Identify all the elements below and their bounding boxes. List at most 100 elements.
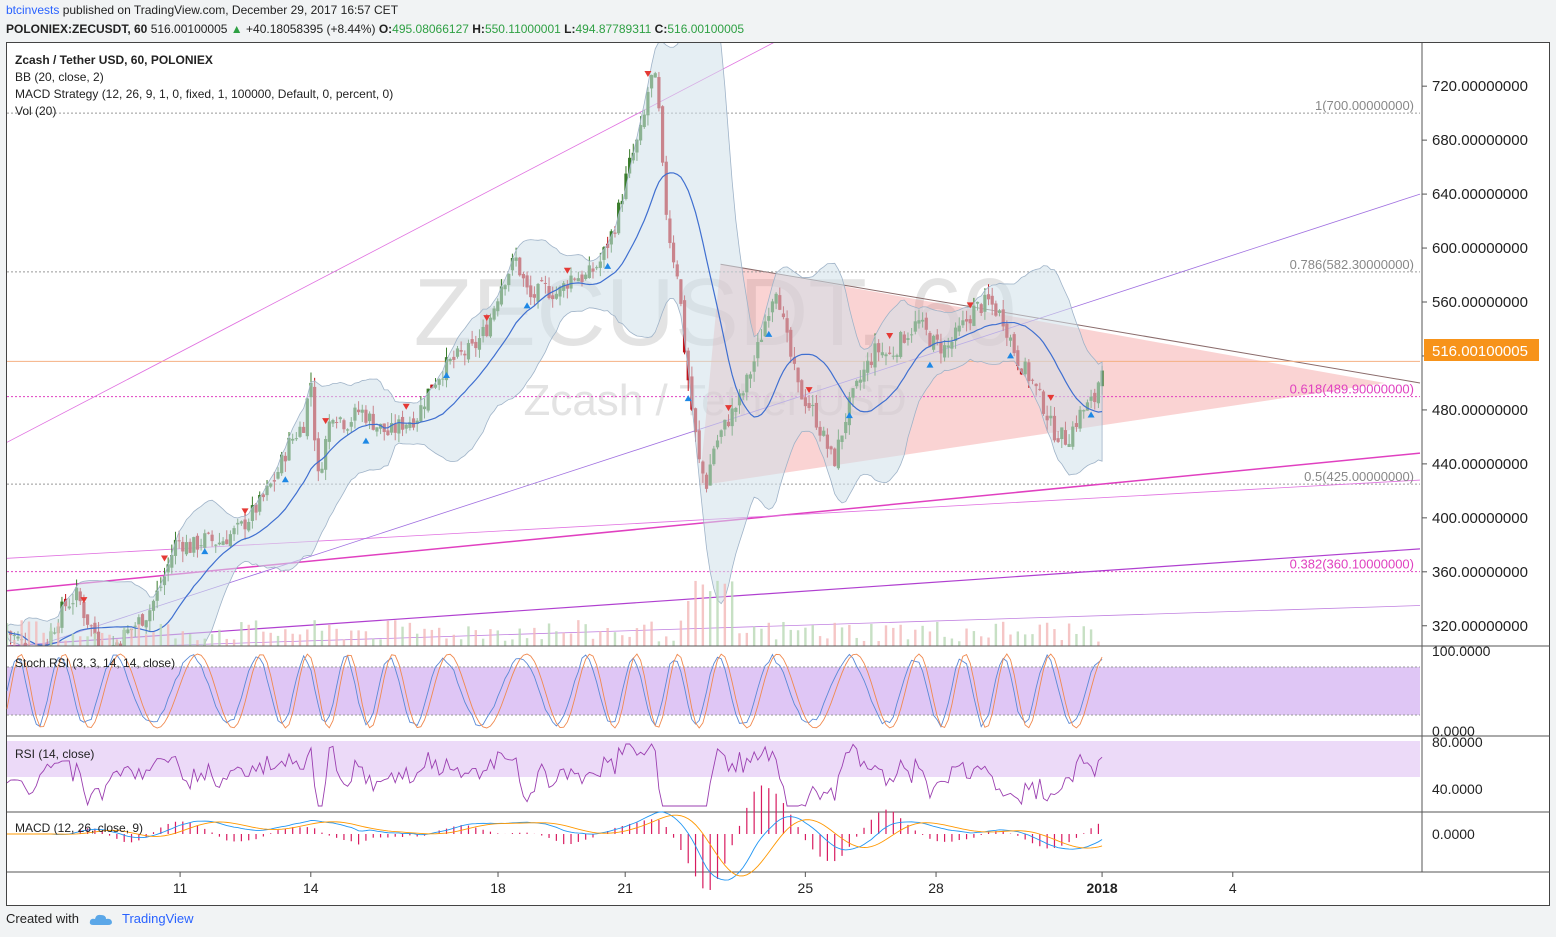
volume-bar	[357, 630, 360, 646]
volume-bar	[606, 628, 609, 646]
volume-bar	[665, 636, 668, 646]
volume-bar	[225, 638, 228, 646]
close-value: 516.00100005	[667, 22, 745, 36]
volume-bar	[101, 632, 104, 646]
publish-header: btcinvests published on TradingView.com,…	[6, 3, 398, 17]
buy-arrow-icon	[604, 262, 612, 269]
volume-bar	[181, 631, 184, 646]
volume-bar	[269, 632, 272, 646]
volume-bar	[943, 636, 946, 646]
volume-bar	[1075, 633, 1078, 646]
volume-bar	[972, 631, 976, 646]
macd-line	[7, 811, 1103, 881]
volume-bar	[899, 624, 902, 646]
volume-bar	[328, 625, 331, 646]
volume-bar	[965, 628, 968, 646]
bollinger-band	[7, 43, 1103, 646]
author-link[interactable]: btcinvests	[6, 3, 60, 17]
time-tick-label: 11	[173, 880, 188, 896]
candle-body	[430, 384, 434, 389]
volume-bar	[738, 633, 741, 646]
volume-bar	[262, 631, 265, 646]
volume-bar	[1089, 629, 1093, 646]
volume-bar	[335, 628, 338, 646]
main-pane	[7, 43, 1421, 655]
volume-bar	[203, 638, 206, 646]
volume-bar	[93, 632, 97, 646]
volume-bar	[254, 620, 258, 646]
volume-bar	[914, 629, 917, 646]
volume-bar	[555, 631, 558, 646]
volume-bar	[122, 627, 126, 646]
created-with-label: Created with	[6, 911, 79, 926]
volume-bar	[818, 636, 822, 646]
sell-arrow-icon	[1047, 394, 1055, 401]
close-label: C:	[654, 22, 668, 36]
volume-bar	[950, 638, 954, 646]
symbol-info-line: POLONIEX:ZECUSDT, 60 516.00100005 ▲ +40.…	[6, 22, 744, 36]
volume-bar	[196, 640, 199, 646]
volume-bar	[980, 636, 983, 646]
time-tick-label: 18	[490, 880, 506, 896]
time-tick-label: 4	[1229, 880, 1237, 896]
volume-bar	[166, 624, 170, 646]
trendline	[1378, 645, 1420, 646]
high-label: H:	[472, 22, 485, 36]
legend-macd-strategy: MACD Strategy (12, 26, 9, 1, 0, fixed, 1…	[15, 87, 393, 101]
fib-level-label: 0.382(360.10000000)	[1290, 557, 1414, 572]
volume-bar	[1031, 634, 1034, 646]
high-value: 550.11000001	[484, 22, 561, 36]
price-tick-label: 320.00000000	[1432, 618, 1528, 635]
volume-bar	[42, 632, 45, 646]
volume-bar	[840, 627, 844, 646]
fib-level-label: 0.786(582.30000000)	[1290, 257, 1414, 272]
volume-bar	[694, 580, 697, 646]
volume-bar	[503, 640, 507, 646]
price-change: +40.18058395 (+8.44%)	[246, 22, 376, 36]
stoch-rsi-pane	[6, 653, 1420, 729]
volume-bar	[547, 623, 551, 646]
sell-arrow-icon	[563, 267, 571, 274]
price-tick-label: 440.00000000	[1432, 456, 1528, 473]
tradingview-brand-link[interactable]: TradingView	[122, 911, 194, 926]
volume-bar	[108, 634, 111, 646]
volume-bar	[811, 625, 814, 646]
buy-arrow-icon	[201, 548, 209, 555]
sell-arrow-icon	[160, 555, 168, 562]
volume-bar	[782, 621, 785, 646]
volume-bar	[452, 634, 456, 646]
volume-bar	[767, 622, 770, 646]
volume-bar	[562, 632, 565, 646]
volume-bar	[298, 634, 302, 646]
volume-bar	[518, 628, 521, 646]
buy-arrow-icon	[523, 302, 531, 309]
volume-bar	[848, 624, 851, 646]
buy-arrow-icon	[926, 361, 934, 368]
volume-bar	[635, 628, 639, 646]
volume-bar	[687, 600, 690, 646]
sell-arrow-icon	[725, 405, 733, 412]
volume-bar	[86, 636, 89, 646]
volume-bar	[577, 620, 580, 646]
volume-bar	[232, 639, 236, 646]
volume-bar	[643, 624, 646, 646]
volume-bar	[1001, 621, 1005, 646]
volume-bar	[1097, 641, 1100, 646]
sell-arrow-icon	[805, 387, 813, 394]
candle-body	[101, 649, 104, 655]
volume-bar	[621, 635, 624, 646]
volume-bar	[79, 636, 82, 646]
stoch-tick-100: 100.0000	[1432, 643, 1491, 659]
volume-bar	[71, 633, 75, 646]
volume-bar	[437, 627, 441, 646]
sell-arrow-icon	[483, 315, 491, 322]
volume-bar	[884, 625, 888, 646]
price-tick-label: 680.00000000	[1432, 132, 1528, 149]
price-tick-label: 400.00000000	[1432, 510, 1528, 527]
volume-bar	[701, 584, 705, 646]
volume-bar	[745, 632, 749, 646]
time-tick-label: 14	[303, 880, 319, 896]
volume-bar	[796, 630, 800, 646]
time-axis[interactable]: 11 14 18 21 25 28 2018 4	[173, 872, 1237, 896]
